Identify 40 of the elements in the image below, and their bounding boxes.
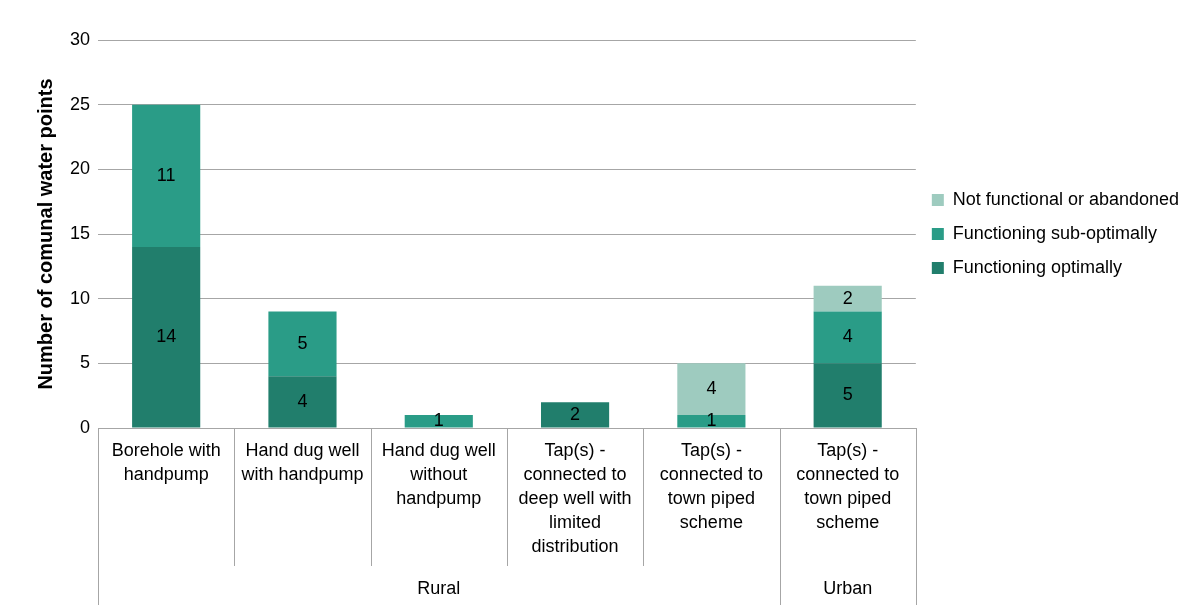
- bar: [268, 376, 337, 428]
- y-tick-label: 10: [69, 287, 91, 308]
- legend-label: Functioning sub-optimally: [952, 222, 1157, 243]
- text: Urban: [823, 577, 873, 598]
- x-tick-label: Hand dug well without handpump: [381, 439, 496, 508]
- bar: [813, 363, 882, 428]
- bar: [813, 285, 882, 312]
- x-tick-label: Hand dug well with handpump: [240, 439, 364, 484]
- text: Rural: [417, 577, 461, 598]
- x-tick-label: Tap(s) - connected to town piped scheme: [796, 439, 900, 532]
- bar: [404, 415, 473, 428]
- bar: [268, 311, 337, 377]
- data-label: 2: [842, 287, 853, 308]
- bar: [813, 311, 882, 364]
- data-label: 14: [156, 326, 177, 347]
- x-tick-label: Tap(s) - connected to town piped scheme: [659, 439, 763, 532]
- bar: [132, 104, 201, 247]
- y-tick-label: 25: [69, 93, 91, 114]
- bar: [132, 246, 201, 428]
- y-tick-label: 20: [69, 158, 91, 179]
- bar: [677, 415, 746, 428]
- y-tick-label: 15: [69, 222, 91, 243]
- y-axis-title: Number of comunal water points: [33, 78, 56, 390]
- legend-label: Not functional or abandoned: [952, 188, 1179, 209]
- y-tick-label: 0: [80, 416, 91, 437]
- x-tick-label: Borehole with handpump: [111, 439, 221, 484]
- bar: [541, 402, 610, 428]
- data-label: 4: [842, 326, 853, 347]
- data-label: 4: [297, 390, 308, 411]
- x-tick-label: Tap(s) - connected to deep well with limited distribution: [518, 439, 632, 556]
- y-tick-label: 5: [80, 352, 91, 373]
- data-label: 2: [570, 403, 581, 424]
- data-label: 1: [433, 410, 444, 431]
- data-label: 5: [842, 384, 853, 405]
- data-label: 5: [297, 332, 308, 353]
- data-label: 1: [706, 410, 717, 431]
- data-label: 4: [706, 378, 717, 399]
- legend-label: Functioning optimally: [952, 256, 1122, 277]
- data-label: 11: [156, 164, 176, 185]
- y-tick-label: 30: [69, 28, 91, 49]
